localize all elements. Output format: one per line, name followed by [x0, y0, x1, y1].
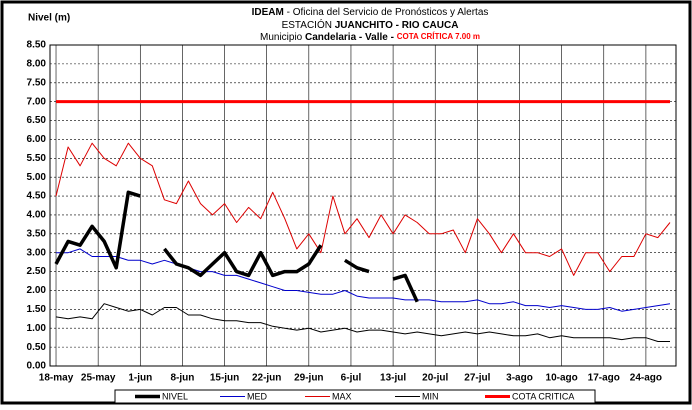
- y-tick-label: 6.00: [27, 134, 47, 145]
- series-line: [54, 190, 419, 303]
- legend: [114, 389, 596, 404]
- title-part: Candelaria - Valle: [305, 32, 388, 43]
- y-tick-label: 1.50: [27, 304, 47, 315]
- x-tick-label: 6-jul: [341, 373, 362, 384]
- y-tick-label: 5.00: [27, 172, 47, 183]
- x-tick-label: 10-ago: [546, 373, 578, 384]
- x-tick-label: 22-jun: [252, 373, 281, 384]
- y-tick-label: 4.00: [27, 210, 47, 221]
- title-part: - Oficina del Servicio de Pronósticos y …: [284, 7, 489, 18]
- title-part: Municipio: [260, 32, 305, 43]
- legend-label: NIVEL: [162, 391, 188, 401]
- y-tick-label: 3.50: [27, 228, 47, 239]
- y-tick-label: 8.50: [27, 40, 47, 51]
- x-tick-label: 8-jun: [170, 373, 194, 384]
- title-line-2: ESTACIÓN JUANCHITO - RIO CAUCA: [282, 18, 459, 31]
- legend-label: COTA CRITICA: [512, 391, 574, 401]
- y-tick-label: 5.50: [27, 153, 47, 164]
- y-tick-label: 3.00: [27, 247, 47, 258]
- series-line: [56, 248, 671, 312]
- x-tick-label: 24-ago: [630, 373, 662, 384]
- y-tick-label: 4.50: [27, 191, 47, 202]
- series-line: [55, 303, 670, 342]
- x-tick-label: 17-ago: [588, 373, 620, 384]
- y-tick-label: 1.00: [27, 323, 47, 334]
- x-tick-label: 13-jul: [380, 373, 406, 384]
- x-tick-label: 1-jun: [128, 373, 152, 384]
- title-line-1: IDEAM - Oficina del Servicio de Pronósti…: [252, 7, 489, 18]
- title-part: -: [388, 32, 397, 43]
- y-tick-label: 2.50: [27, 266, 47, 277]
- title-line-3: Municipio Candelaria - Valle - COTA CRÍT…: [260, 32, 480, 43]
- y-tick-label: 2.00: [27, 285, 47, 296]
- x-tick-label: 29-jun: [294, 373, 323, 384]
- x-tick-label: 27-jul: [464, 373, 490, 384]
- x-tick-label: 25-may: [81, 373, 116, 384]
- title-part: ESTACIÓN: [282, 18, 335, 31]
- x-tick-label: 3-ago: [506, 373, 533, 384]
- y-tick-label: 0.50: [27, 342, 47, 353]
- y-tick-label: 6.50: [27, 115, 47, 126]
- title-part: JUANCHITO - RIO CAUCA: [335, 20, 459, 31]
- legend-label: MIN: [422, 391, 439, 401]
- y-tick-label: 0.00: [27, 361, 47, 372]
- title-part: IDEAM: [252, 7, 284, 18]
- y-axis-label: Nivel (m): [28, 13, 70, 24]
- legend-label: MED: [247, 391, 268, 401]
- x-tick-label: 18-may: [39, 373, 74, 384]
- y-tick-label: 8.00: [27, 59, 47, 70]
- x-tick-label: 20-jul: [422, 373, 448, 384]
- y-tick-label: 7.50: [27, 77, 47, 88]
- series-line: [55, 142, 671, 276]
- y-tick-label: 7.00: [27, 96, 47, 107]
- legend-label: MAX: [332, 391, 352, 401]
- title-part: COTA CRÍTICA 7.00 m: [397, 32, 480, 41]
- x-tick-label: 15-jun: [210, 373, 239, 384]
